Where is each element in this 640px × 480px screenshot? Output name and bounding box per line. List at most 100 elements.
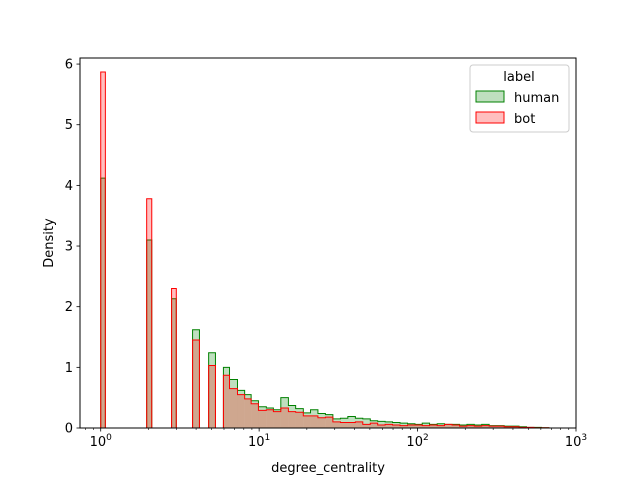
human-bin-fill xyxy=(489,425,497,428)
human-bin-fill xyxy=(452,424,460,428)
human-bin-fill xyxy=(310,409,318,428)
bot-bin-fill xyxy=(355,421,363,428)
x-axis: 100 101 102 103 xyxy=(85,428,587,450)
human-bin-fill xyxy=(192,329,200,428)
human-bin-fill xyxy=(273,409,281,428)
bot-bin-fill xyxy=(392,424,401,428)
series-layer xyxy=(100,71,550,429)
bot-bin-fill xyxy=(192,340,200,428)
x-tick-label: 102 xyxy=(406,433,428,450)
bot-bin-fill xyxy=(288,411,296,428)
bot-bin-fill xyxy=(237,394,245,428)
bot-bin-fill xyxy=(303,415,311,428)
bot-bin-fill xyxy=(489,426,497,428)
human-bin-fill xyxy=(258,406,267,428)
bot-bin-fill xyxy=(223,375,230,428)
bot-bin-fill xyxy=(244,398,252,428)
x-tick-label: 100 xyxy=(90,433,113,450)
y-tick-label: 0 xyxy=(65,422,73,437)
bot-bin-fill xyxy=(481,425,490,428)
bot-bin-fill xyxy=(251,403,259,428)
bot-step-outline xyxy=(100,71,550,429)
human-bin-fill xyxy=(146,239,152,428)
bot-bin-fill xyxy=(414,424,423,428)
bot-bin-fill xyxy=(347,422,356,428)
bot-bin-fill xyxy=(325,417,333,428)
human-bin-fill xyxy=(362,418,371,428)
human-bin-fill xyxy=(385,421,393,428)
bot-bin-fill xyxy=(474,426,482,428)
series-bot xyxy=(100,71,550,429)
human-bin-fill xyxy=(496,425,505,428)
human-bin-fill xyxy=(332,418,341,428)
legend-frame xyxy=(469,64,570,133)
human-bin-fill xyxy=(171,298,177,428)
bot-bin-fill xyxy=(208,365,216,428)
legend-swatch-human xyxy=(475,90,505,103)
human-bin-fill xyxy=(237,390,245,428)
bot-bin-fill xyxy=(332,421,341,428)
bot-bin-fill xyxy=(429,424,438,428)
bot-bin-fill xyxy=(317,417,326,428)
legend-title: label xyxy=(503,70,534,85)
bot-bin-fill xyxy=(171,288,177,428)
human-bin-fill xyxy=(100,178,106,428)
human-bin-fill xyxy=(223,367,230,428)
human-bin-fill xyxy=(340,418,348,428)
human-bin-fill xyxy=(280,397,289,428)
y-axis-label: Density xyxy=(42,218,57,268)
human-bin-fill xyxy=(251,400,259,428)
bot-bin-fill xyxy=(459,426,467,428)
x-axis-label: degree_centrality xyxy=(271,461,385,476)
bot-bin-fill xyxy=(444,424,453,428)
human-bin-fill xyxy=(229,379,238,428)
bot-bin-fill xyxy=(280,407,289,428)
human-bin-fill xyxy=(303,412,311,428)
human-bin-fill xyxy=(295,408,304,428)
x-tick-label: 101 xyxy=(248,433,270,450)
y-tick-label: 1 xyxy=(65,361,73,376)
bot-bin-fill xyxy=(466,425,475,428)
bot-bin-fill xyxy=(295,412,304,428)
bot-bin-fill xyxy=(362,424,371,428)
human-bin-fill xyxy=(288,405,296,428)
human-bin-fill xyxy=(317,413,326,428)
human-bin-fill xyxy=(444,424,453,428)
human-bin-fill xyxy=(208,352,216,428)
legend-swatch-bot xyxy=(475,111,505,124)
y-tick-label: 3 xyxy=(65,240,73,255)
x-tick-label: 103 xyxy=(565,433,587,450)
legend-label-bot: bot xyxy=(514,112,535,127)
series-human xyxy=(100,177,550,429)
bot-bin-fill xyxy=(340,422,348,428)
y-axis: 0 1 2 3 4 5 6 xyxy=(65,58,80,437)
bot-bin-fill xyxy=(511,426,520,428)
human-bin-fill xyxy=(429,424,438,428)
bot-bin-fill xyxy=(377,424,386,428)
human-step-outline xyxy=(100,177,550,429)
human-bin-fill xyxy=(370,420,378,428)
y-tick-label: 4 xyxy=(65,179,73,194)
bot-bin-fill xyxy=(100,71,106,428)
y-tick-label: 5 xyxy=(65,118,73,133)
y-tick-label: 2 xyxy=(65,300,73,315)
legend-label-human: human xyxy=(514,91,559,106)
bot-bin-fill xyxy=(258,410,267,428)
bot-bin-fill xyxy=(400,425,408,428)
bot-bin-fill xyxy=(273,411,281,428)
bot-bin-fill xyxy=(504,426,512,428)
human-bin-fill xyxy=(266,407,274,428)
human-bin-fill xyxy=(481,424,490,428)
y-tick-label: 6 xyxy=(65,58,73,73)
bot-bin-fill xyxy=(229,388,238,428)
bot-bin-fill xyxy=(385,424,393,428)
bot-bin-fill xyxy=(437,425,445,428)
bot-bin-fill xyxy=(422,425,430,428)
bot-bin-fill xyxy=(370,423,378,428)
human-bin-fill xyxy=(355,418,363,428)
bot-bin-fill xyxy=(310,415,318,428)
bot-bin-fill xyxy=(496,426,505,428)
human-bin-fill xyxy=(407,423,415,428)
human-bin-fill xyxy=(244,394,252,428)
